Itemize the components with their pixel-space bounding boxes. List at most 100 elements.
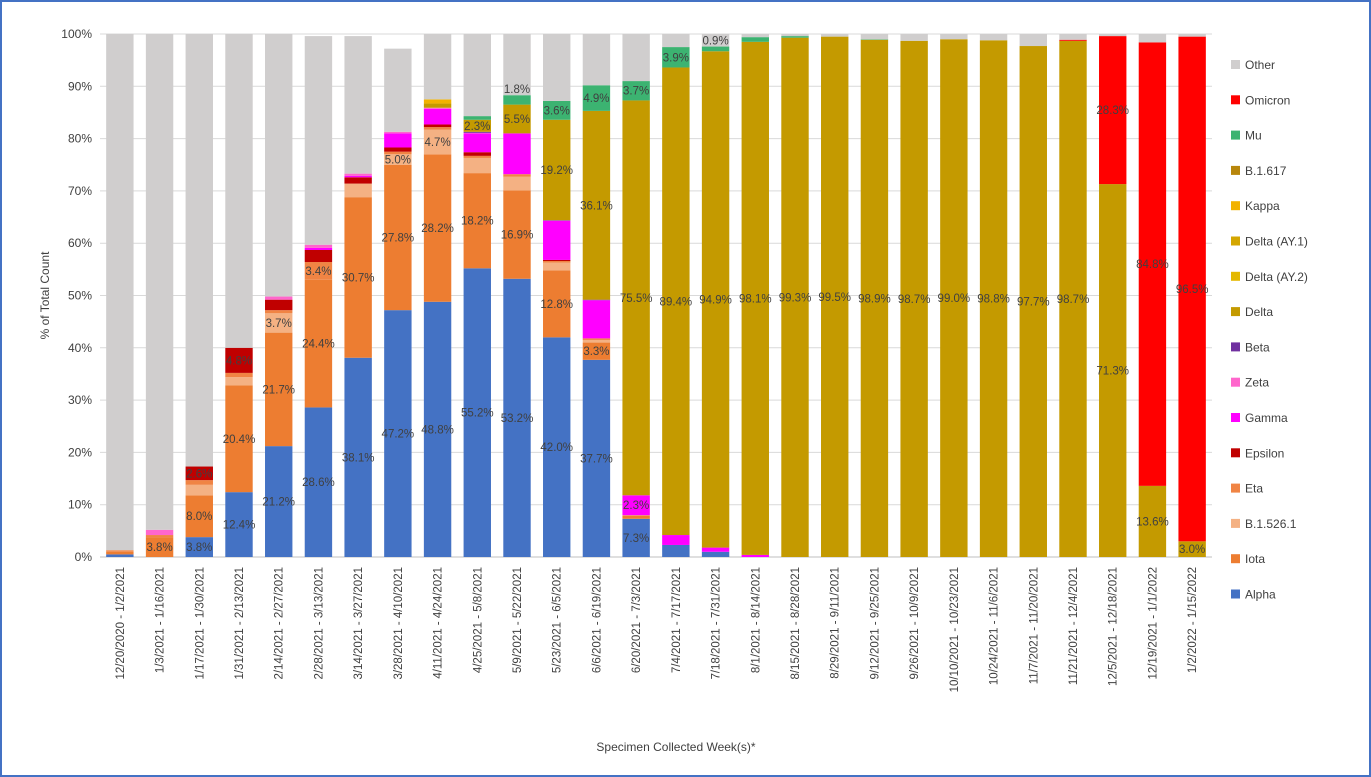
data-label: 30.7% [342, 272, 375, 284]
legend-swatch-b-1-526-1 [1231, 518, 1240, 528]
data-label: 28.3% [1096, 105, 1129, 117]
bar-segment-gamma [344, 175, 372, 178]
legend-label-iota: Iota [1245, 552, 1265, 566]
bar-segment-gamma [463, 133, 491, 153]
legend-swatch-other [1231, 60, 1240, 69]
bar-segment-delta [940, 39, 968, 558]
x-tick-label: 12/19/2021 - 1/1/2022 [1147, 567, 1159, 680]
y-tick-label: 30% [68, 393, 92, 407]
x-tick-label: 10/10/2021 - 10/23/2021 [949, 567, 961, 692]
bar-segment-other [1059, 34, 1087, 40]
x-tick-label: 4/25/2021 - 5/8/2021 [472, 567, 484, 673]
bar-segment-other [185, 34, 213, 467]
data-label: 84.8% [1136, 259, 1169, 271]
bar-segment-iota [106, 551, 134, 555]
bar-segment-delta [701, 51, 730, 548]
x-tick-label: 11/7/2021 - 11/20/2021 [1028, 567, 1040, 684]
bar-segment-delta [423, 103, 452, 108]
bar-segment-iota [384, 164, 412, 311]
data-label: 1.8% [504, 84, 530, 96]
bar-segment-omicron [1059, 39, 1087, 41]
data-label: 42.0% [540, 442, 573, 454]
bar-segment-gamma [622, 495, 650, 516]
bar-segment-mu [860, 39, 889, 40]
bar-segment-gamma [304, 247, 333, 250]
y-tick-label: 20% [68, 445, 92, 459]
data-labels: 3.8% 3.8% 8.0% 2.6% 12.4% 20.4% 4.8% 21.2% 21.7%… [146, 36, 1208, 557]
data-label: 12.8% [540, 299, 573, 311]
bar-segment-iota [185, 495, 213, 538]
bar-segment-alpha [344, 357, 372, 557]
data-label: 24.4% [302, 339, 335, 351]
bar-segment-gamma [384, 133, 412, 148]
data-label: 4.8% [226, 355, 252, 367]
legend-label-epsilon: Epsilon [1245, 446, 1284, 460]
bar-segment-alpha [423, 301, 452, 557]
bar-segment-other [900, 34, 928, 41]
data-label: 47.2% [382, 429, 415, 441]
bar-segment-iota [423, 154, 452, 302]
x-tick-label: 11/21/2021 - 12/4/2021 [1068, 567, 1080, 685]
bar-segment-alpha [106, 554, 134, 557]
legend-label-eta: Eta [1245, 482, 1263, 496]
y-tick-label: 50% [68, 289, 92, 303]
y-tick-label: 100% [61, 27, 92, 41]
data-label: 96.5% [1176, 284, 1209, 296]
data-label: 18.2% [461, 216, 494, 228]
bar-segment-zeta [304, 244, 333, 248]
legend-swatch-mu [1231, 130, 1240, 140]
y-tick-label: 60% [68, 236, 92, 250]
data-label: 3.3% [583, 346, 609, 358]
bar-segment-b-1-526-1 [384, 154, 412, 165]
data-label: 3.6% [544, 105, 570, 117]
legend-label-alpha: Alpha [1245, 588, 1276, 602]
bar-segment-other [622, 34, 650, 82]
legend-swatch-epsilon [1231, 448, 1240, 458]
legend-label-omicron: Omicron [1245, 93, 1290, 107]
bar-segment-delta [821, 36, 849, 558]
bar-segment-iota [225, 385, 253, 493]
legend-label-zeta: Zeta [1245, 376, 1269, 390]
data-label: 98.1% [739, 293, 772, 305]
legend-label-delta-ay-2: Delta (AY.2) [1245, 270, 1308, 284]
bar-segment-beta [582, 299, 611, 301]
bar-segment-eta [304, 262, 333, 280]
data-label: 8.0% [186, 511, 212, 523]
bar-segment-other [741, 34, 769, 38]
bar-segment-other [1178, 34, 1206, 37]
bar-segment-epsilon [265, 299, 293, 311]
bar-segment-beta [543, 220, 571, 221]
x-tick-label: 12/5/2021 - 12/18/2021 [1108, 567, 1120, 686]
x-tick-label: 1/2/2022 - 1/15/2022 [1187, 567, 1199, 673]
bar-segment-eta [106, 550, 134, 552]
data-label: 3.8% [146, 542, 172, 554]
bar-segment-other [304, 36, 333, 245]
bar-segment-mu [781, 36, 809, 38]
data-label: 28.2% [421, 223, 454, 235]
bar-segment-gamma [662, 535, 690, 545]
data-label: 19.2% [540, 165, 573, 177]
data-label: 97.7% [1017, 297, 1050, 309]
bar-segment-iota [265, 332, 293, 447]
bar-segment-epsilon [225, 347, 253, 373]
data-label: 98.7% [1057, 294, 1090, 306]
bar-segment-alpha [265, 446, 293, 557]
bar-segment-delta [622, 100, 650, 496]
bar-segment-other [1138, 34, 1167, 43]
bar-segment-other [940, 34, 968, 40]
bar-segment-epsilon [543, 259, 571, 261]
x-tick-label: 9/26/2021 - 10/9/2021 [909, 567, 921, 680]
data-label: 3.4% [305, 266, 331, 278]
bar-segment-mu [582, 85, 611, 111]
bar-segment-epsilon [423, 124, 452, 128]
data-label: 2.6% [186, 468, 212, 480]
bar-segment-alpha [582, 359, 611, 557]
bar-segment-eta [543, 260, 571, 263]
legend-swatch-b-1-617 [1231, 165, 1240, 175]
legend-swatch-delta-ay-1 [1231, 236, 1240, 246]
data-label: 48.8% [421, 424, 454, 436]
bar-segment-zeta [265, 296, 293, 300]
bar-segment-delta [1099, 184, 1127, 557]
bar-segment-zeta [423, 107, 452, 109]
legend: Other Omicron Mu B.1.617 Kappa Delta (AY.1) De… [1231, 58, 1308, 602]
